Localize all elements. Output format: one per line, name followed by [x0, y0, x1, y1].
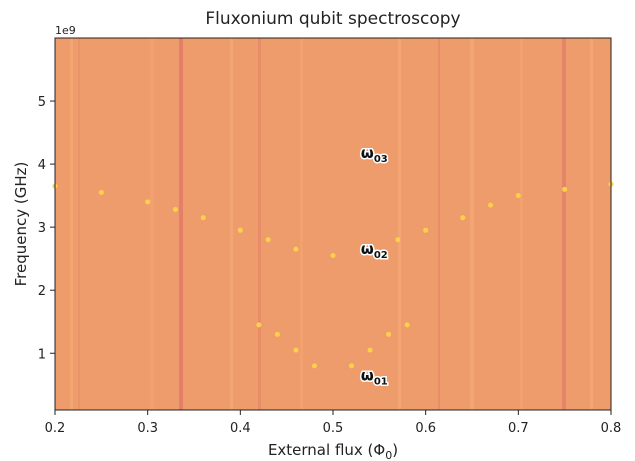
transition-point: [330, 253, 336, 259]
x-tick-label: 0.6: [415, 421, 436, 436]
y-tick-label: 3: [38, 221, 46, 236]
transition-point: [293, 347, 299, 353]
noise-stripe: [470, 38, 474, 410]
transition-point: [145, 199, 151, 205]
noise-stripe: [562, 38, 566, 410]
transition-point: [423, 227, 429, 233]
annotation-sub: 02: [374, 250, 388, 261]
y-axis-label: Frequency (GHz): [12, 162, 30, 287]
noise-stripe: [150, 38, 154, 410]
transition-point: [98, 189, 104, 195]
x-tick-label: 0.7: [508, 421, 529, 436]
transition-point: [488, 202, 494, 208]
annotation: ω02: [361, 240, 388, 261]
transition-point: [460, 215, 466, 221]
noise-stripe: [438, 38, 440, 410]
noise-stripe: [230, 38, 233, 410]
y-tick-label: 5: [38, 95, 46, 110]
transition-point: [562, 186, 568, 192]
annotation: ω01: [361, 366, 388, 387]
transition-point: [200, 215, 206, 221]
annotation-sub: 01: [374, 376, 388, 387]
transition-point: [404, 322, 410, 328]
transition-point: [367, 347, 373, 353]
noise-stripe: [78, 38, 80, 410]
transition-point: [395, 237, 401, 243]
annotation-symbol: ω: [361, 144, 374, 162]
x-axis-label: External flux (Φ0): [268, 441, 398, 461]
x-tick-label: 0.4: [230, 421, 251, 436]
y-offset-label: 1e9: [55, 24, 76, 37]
chart-title: Fluxonium qubit spectroscopy: [205, 9, 460, 29]
annotation: ω03: [361, 144, 388, 165]
x-label-end: ): [392, 441, 398, 459]
annotation-symbol: ω: [361, 366, 374, 384]
noise-stripe: [590, 38, 593, 410]
x-tick-label: 0.3: [137, 421, 158, 436]
annotation-symbol: ω: [361, 240, 374, 258]
y-tick-label: 1: [38, 347, 46, 362]
y-tick-label: 4: [38, 158, 46, 173]
transition-point: [256, 322, 262, 328]
x-label-text: External flux (Φ: [268, 441, 385, 459]
transition-point: [515, 193, 521, 199]
noise-stripe: [70, 38, 73, 410]
transition-point: [265, 237, 271, 243]
noise-stripe: [398, 38, 401, 410]
x-label-sub: 0: [385, 449, 392, 461]
noise-stripe: [258, 38, 261, 410]
transition-point: [386, 331, 392, 337]
noise-stripe: [300, 38, 303, 410]
noise-stripe: [520, 38, 523, 410]
transition-point: [311, 363, 317, 369]
y-tick-label: 2: [38, 284, 46, 299]
x-tick-label: 0.2: [45, 421, 66, 436]
annotation-sub: 03: [374, 154, 388, 165]
transition-point: [237, 227, 243, 233]
noise-stripe: [179, 38, 183, 410]
transition-point: [274, 331, 280, 337]
transition-point: [349, 363, 355, 369]
transition-point: [367, 246, 373, 252]
transition-point: [172, 206, 178, 212]
transition-point: [293, 246, 299, 252]
x-tick-label: 0.8: [601, 421, 622, 436]
x-tick-label: 0.5: [323, 421, 344, 436]
heatmap-background: [55, 38, 611, 410]
